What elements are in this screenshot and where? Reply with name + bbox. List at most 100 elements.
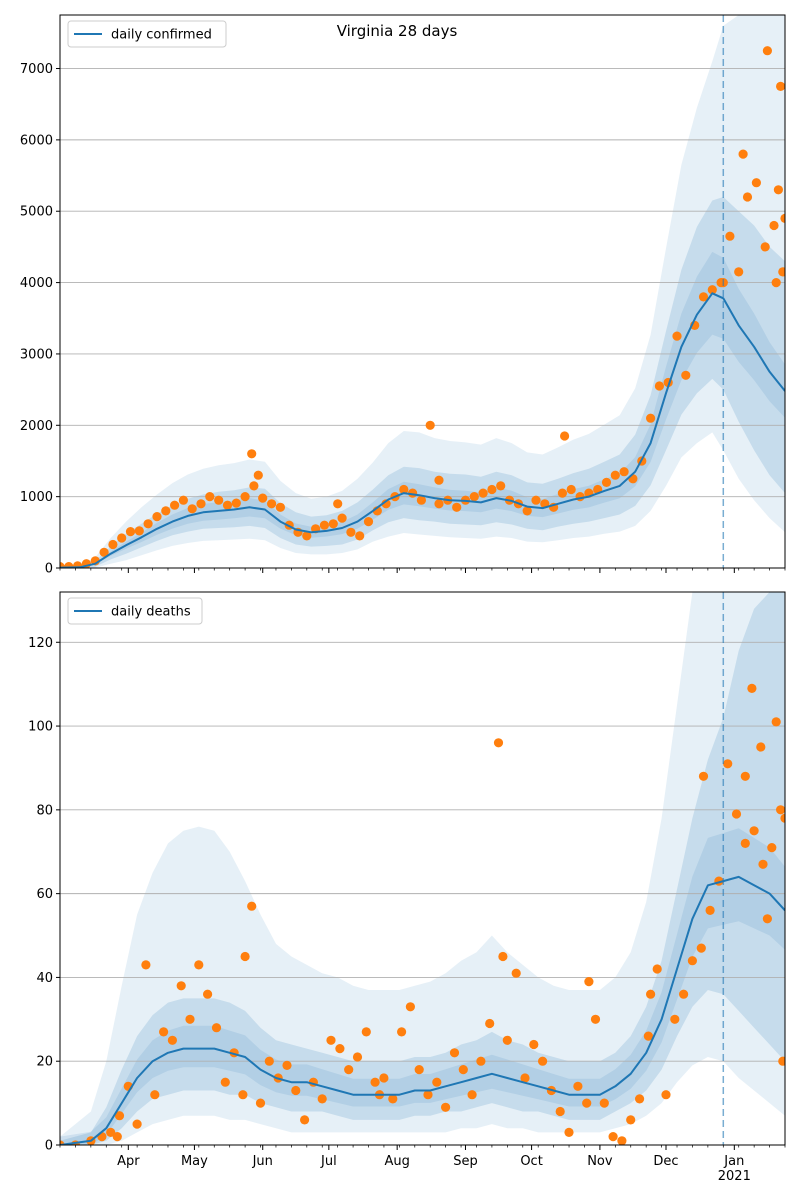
data-point	[388, 1094, 398, 1104]
data-point	[555, 1106, 565, 1117]
data-point	[696, 943, 706, 953]
y-tick-label: 20	[36, 1055, 53, 1070]
data-point	[253, 470, 263, 480]
data-point	[117, 533, 127, 543]
data-point	[498, 951, 508, 962]
data-point	[687, 956, 698, 966]
data-point	[747, 683, 757, 694]
data-point	[399, 484, 409, 495]
data-point	[141, 960, 151, 970]
data-point	[152, 511, 162, 522]
data-point	[557, 488, 568, 498]
deaths-legend: daily deaths	[67, 597, 203, 625]
data-point	[108, 539, 118, 550]
data-point	[467, 1090, 477, 1100]
data-point	[725, 231, 735, 241]
data-point	[267, 499, 277, 509]
data-point	[643, 1031, 654, 1041]
data-point	[441, 1102, 451, 1112]
data-point	[185, 1014, 195, 1024]
data-point	[300, 1115, 310, 1125]
x-tick-label: May	[181, 1154, 208, 1169]
data-point	[114, 1111, 125, 1121]
data-point	[707, 285, 717, 295]
series-line	[60, 292, 785, 568]
data-point	[652, 964, 662, 974]
confirmed-uncertainty-bands	[60, 15, 785, 568]
data-point	[361, 1027, 371, 1037]
x-tick-label: Sep	[453, 1154, 478, 1169]
data-point	[740, 771, 750, 781]
data-point	[778, 1056, 785, 1066]
data-point	[679, 989, 689, 999]
data-point	[511, 968, 521, 978]
deaths-observed-points	[60, 683, 785, 1145]
data-point	[302, 531, 312, 541]
data-point	[222, 500, 233, 510]
data-point	[626, 1115, 636, 1125]
data-point	[522, 506, 532, 516]
data-point	[344, 1065, 354, 1075]
data-point	[778, 267, 785, 277]
data-point	[756, 742, 766, 752]
data-point	[159, 1027, 169, 1037]
data-point	[346, 527, 356, 537]
x-tick-label: Apr	[117, 1154, 140, 1169]
data-point	[529, 1039, 539, 1050]
data-point	[434, 499, 444, 509]
data-point	[584, 977, 594, 987]
data-point	[150, 1090, 160, 1100]
y-tick-label: 0	[45, 1139, 53, 1154]
data-point	[333, 499, 343, 509]
data-point	[143, 519, 153, 529]
plot-frame	[59, 14, 786, 569]
data-point	[560, 431, 570, 441]
data-point	[487, 484, 497, 495]
data-point	[469, 492, 479, 502]
data-point	[731, 809, 742, 819]
data-point	[771, 717, 781, 727]
data-point	[405, 1002, 415, 1012]
data-point	[646, 989, 656, 999]
data-point	[496, 481, 506, 491]
data-point	[619, 467, 629, 477]
data-point	[161, 506, 171, 516]
legend-box	[67, 20, 227, 48]
data-point	[449, 1048, 460, 1058]
data-point	[355, 531, 365, 541]
data-point	[762, 914, 773, 924]
legend-label-deaths: daily deaths	[111, 605, 191, 620]
data-point	[425, 420, 435, 430]
y-tick-label: 0	[45, 562, 53, 577]
data-point	[681, 370, 691, 380]
legend-box	[67, 597, 203, 625]
data-point	[740, 838, 750, 849]
data-point	[502, 1035, 512, 1045]
data-point	[705, 905, 715, 916]
data-point	[590, 1014, 601, 1024]
data-point	[573, 1081, 583, 1091]
data-point	[187, 504, 197, 514]
band-50	[60, 828, 785, 1145]
data-point	[60, 562, 65, 568]
data-point	[738, 149, 748, 159]
x-tick-label: Jan	[723, 1154, 744, 1169]
y-tick-label: 5000	[20, 205, 53, 220]
y-tick-label: 7000	[20, 62, 53, 77]
data-point	[196, 499, 206, 509]
data-point	[414, 1065, 424, 1075]
data-point	[205, 492, 215, 502]
data-point	[458, 1065, 468, 1075]
data-point	[476, 1056, 486, 1066]
data-point	[776, 805, 785, 815]
data-point	[723, 759, 733, 769]
data-point	[99, 547, 109, 557]
band-95	[60, 592, 785, 1145]
data-point	[776, 81, 785, 91]
data-point	[769, 220, 779, 231]
data-point	[416, 495, 426, 505]
band-50	[60, 251, 785, 568]
data-point	[125, 527, 136, 537]
data-point	[211, 1023, 222, 1033]
data-point	[566, 484, 576, 495]
